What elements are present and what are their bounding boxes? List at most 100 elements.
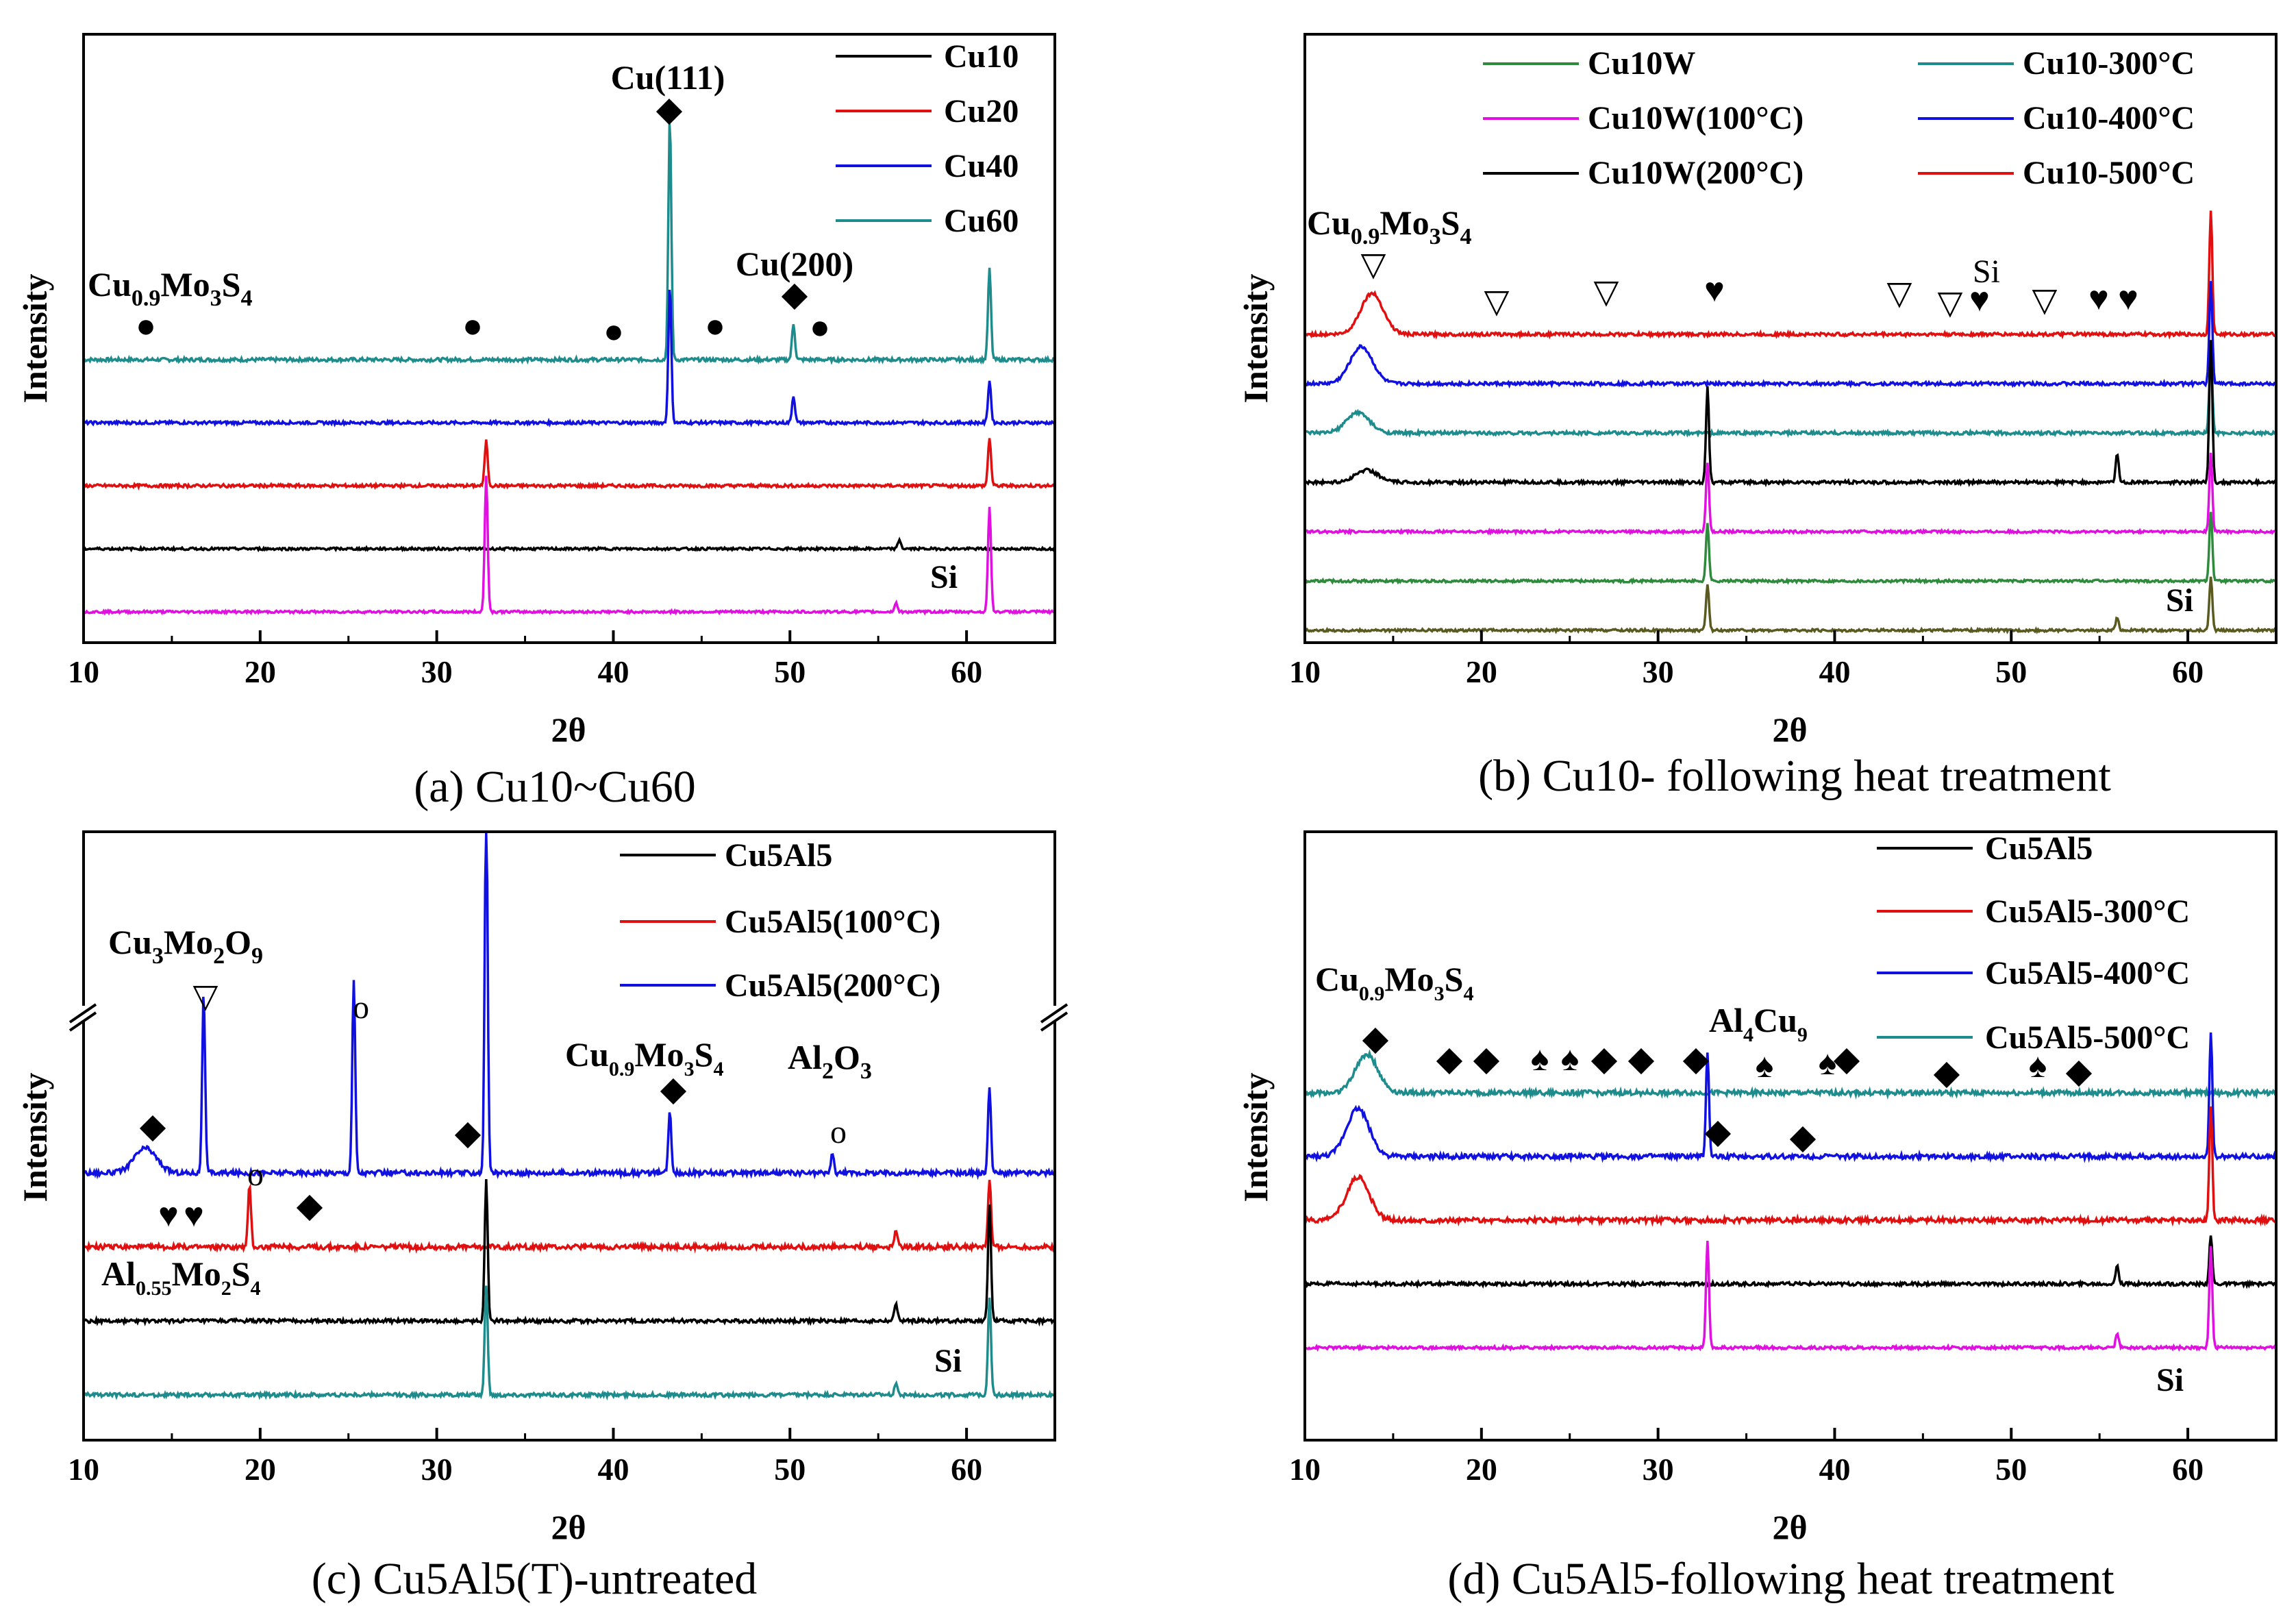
cumos-marker: ● (810, 308, 830, 346)
series-line-cu5al5 (1303, 1235, 2276, 1289)
diamond-marker: ◆ (1362, 1019, 1389, 1057)
series-line-cu10w-200-c- (1303, 340, 2277, 488)
series-line-cu10w-100-c- (1304, 452, 2276, 536)
series-line-cu40 (83, 289, 1056, 428)
diamond-marker: ◆ (1683, 1039, 1710, 1078)
panel-a-frame (82, 33, 1056, 644)
panel-a-cu111-label: Cu(111) (611, 58, 725, 97)
x-tick-label: 30 (1643, 1452, 1674, 1487)
series-line-cu5al5-500-c (1303, 1049, 2277, 1100)
circle-marker: o (353, 989, 369, 1026)
axis-break-mark (1040, 1011, 1069, 1032)
panel-c-almos-label: Al0.55Mo2S4 (101, 1254, 261, 1300)
spade-marker: ♠ (1819, 1043, 1837, 1082)
diamond-marker: ◆ (660, 1069, 687, 1108)
panel-a-xlabel: 2θ (551, 710, 586, 749)
panel-c-frame (82, 830, 1056, 1442)
panel-c-legend: Cu5Al5 Cu5Al5(100°C) Cu5Al5(200°C) (620, 837, 940, 1004)
x-tick-label: 10 (1289, 1452, 1321, 1487)
panel-c-cumos-label: Cu0.9Mo3S4 (565, 1035, 723, 1080)
x-tick-label: 20 (245, 1452, 276, 1487)
legend-label-cu20: Cu20 (944, 93, 1019, 129)
diamond-marker: ◆ (140, 1106, 166, 1145)
panel-c-caption: (c) Cu5Al5(T)-untreated (312, 1554, 758, 1604)
x-tick-label: 20 (245, 654, 276, 689)
x-tick-label: 30 (421, 654, 453, 689)
x-tick-label: 20 (1466, 1452, 1497, 1487)
panel-d-spade-markers: ♠ ♠ ♠ ♠ ♠ (1531, 1039, 2047, 1085)
x-tick-label: 30 (421, 1452, 453, 1487)
heart-marker: ♥ (1969, 280, 1990, 319)
series-line-cu10-300-c (1303, 349, 2277, 438)
triangle-marker: ▽ (1887, 275, 1912, 312)
panel-b-heart-markers: ♥ ♥ ♥ ♥ (1704, 271, 2138, 319)
legend-label-cu10-400: Cu10-400°C (2023, 100, 2195, 136)
panel-d-ylabel: Intensity (1236, 1073, 1275, 1202)
panel-a-caption: (a) Cu10~Cu60 (414, 762, 696, 812)
axis-break-mark (1040, 1003, 1069, 1024)
panel-a-si-label: Si (930, 559, 958, 595)
panel-c-triangle-marker: ▽ (193, 978, 219, 1015)
series-line-substrate (1304, 576, 2277, 634)
panel-c-cumoo-label: Cu3Mo2O9 (108, 923, 263, 969)
panel-a-cumos-markers: ● ● ● ● ● (136, 306, 830, 350)
series-line-cu5al5-200-c- (82, 832, 1055, 1180)
x-tick-label: 60 (951, 1452, 982, 1487)
x-tick-label: 50 (1995, 654, 2027, 689)
x-tick-label: 50 (774, 1452, 806, 1487)
heart-marker: ♥ (1704, 271, 1725, 309)
x-tick-label: 50 (1995, 1452, 2027, 1487)
series-line-cu10-400-c (1303, 281, 2276, 389)
panel-c-al2o3-label: Al2O3 (788, 1038, 872, 1084)
x-tick-label: 30 (1643, 654, 1674, 689)
panel-d-xlabel: 2θ (1772, 1508, 1807, 1546)
triangle-marker: ▽ (1938, 285, 1963, 321)
cumos-marker: ● (462, 306, 483, 345)
diamond-marker: ◆ (297, 1186, 323, 1224)
panel-b-caption: (b) Cu10- following heat treatment (1478, 751, 2111, 801)
legend-label-cu10-500: Cu10-500°C (2023, 155, 2195, 191)
series-line-substrate (83, 475, 1055, 616)
panel-d-diamond-markers: ◆ ◆ ◆ ◆ ◆ ◆ ◆ ◆ ◆ ◆ ◆ (1362, 1019, 2093, 1156)
legend-label-cu5al5-100: Cu5Al5(100°C) (725, 904, 940, 940)
legend-label-cu40: Cu40 (944, 148, 1019, 184)
panel-a-ylabel: Intensity (16, 274, 54, 404)
series-line-cu5al5-300-c (1303, 1106, 2277, 1227)
spade-marker: ♠ (1756, 1046, 1774, 1085)
panel-c-circle-markers: o o o (247, 989, 847, 1193)
legend-label-cu5al5-200: Cu5Al5(200°C) (725, 967, 940, 1004)
panel-c-diamond-markers: ◆ ◆ ◆ ◆ (140, 1069, 687, 1224)
series-line-cu60 (83, 123, 1056, 365)
panel-b-cumos-label: Cu0.9Mo3S4 (1307, 203, 1471, 249)
x-tick-label: 10 (68, 654, 99, 689)
diamond-marker: ◆ (455, 1113, 482, 1152)
diamond-marker: ◆ (1473, 1039, 1500, 1078)
legend-label-cu5al5: Cu5Al5 (725, 837, 832, 874)
diamond-marker: ◆ (1834, 1039, 1860, 1078)
panel-a-legend: Cu10 Cu20 Cu40 Cu60 (836, 38, 1019, 239)
triangle-marker: ▽ (1484, 284, 1510, 320)
diamond-marker: ◆ (1934, 1053, 1960, 1091)
series-line-cu5al5-100-c- (82, 1180, 1056, 1254)
panel-c-xlabel: 2θ (551, 1508, 586, 1546)
diamond-marker: ◆ (2066, 1052, 2093, 1090)
legend-label-d-500: Cu5Al5-500°C (1985, 1019, 2190, 1056)
legend-label-cu10-300: Cu10-300°C (2023, 45, 2195, 82)
panel-b-chart: 10 20 30 40 50 60 Intensity 2θ (b) Cu10- foll… (1236, 33, 2278, 801)
legend-label-cu10w-100: Cu10W(100°C) (1588, 100, 1804, 136)
panel-b-xlabel: 2θ (1772, 710, 1807, 749)
triangle-marker: ▽ (2032, 282, 2058, 319)
spade-marker: ♠ (1531, 1039, 1549, 1078)
panel-d-si-label: Si (2156, 1362, 2184, 1398)
axis-break-mark (68, 1003, 97, 1024)
panel-a-chart: 10 20 30 40 50 60 Intensity 2θ (a) Cu10~Cu60 … (16, 33, 1056, 812)
cumos-marker: ● (603, 312, 624, 350)
triangle-marker: ▽ (1361, 247, 1386, 283)
panel-c-si-label: Si (934, 1343, 962, 1379)
panel-d-legend: Cu5Al5 Cu5Al5-300°C Cu5Al5-400°C Cu5Al5-… (1877, 830, 2190, 1056)
legend-label-cu10w-200: Cu10W(200°C) (1588, 155, 1804, 191)
heart-marker: ♥ (2088, 279, 2109, 317)
spade-marker: ♠ (1561, 1039, 1580, 1078)
heart-marker: ♥ (158, 1196, 179, 1234)
